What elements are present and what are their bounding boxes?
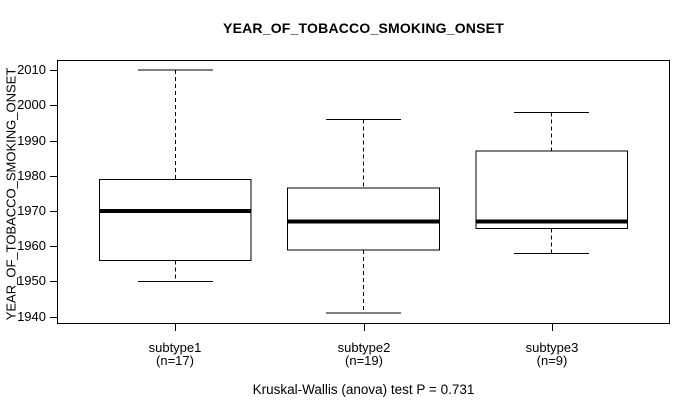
x-count-label: (n=17): [156, 353, 194, 368]
x-category-label: subtype2: [337, 340, 391, 355]
y-tick-mark: [50, 70, 57, 71]
y-tick-mark: [50, 105, 57, 106]
plot-area: [57, 60, 670, 324]
y-tick-label: 1980: [17, 168, 46, 183]
x-axis-label: subtype2 (n=19): [289, 341, 439, 367]
y-tick-mark: [50, 281, 57, 282]
y-tick-label: 2010: [17, 62, 46, 77]
x-count-label: (n=9): [536, 353, 568, 368]
y-tick-label: 1950: [17, 273, 46, 288]
x-tick-mark: [552, 324, 553, 331]
box-subtype1: [99, 69, 252, 282]
chart-title: YEAR_OF_TOBACCO_SMOKING_ONSET: [223, 20, 504, 36]
y-tick-mark: [50, 246, 57, 247]
y-tick-mark: [50, 141, 57, 142]
x-tick-mark: [175, 324, 176, 331]
x-category-label: subtype3: [525, 340, 579, 355]
boxplot-canvas: [99, 69, 628, 314]
y-tick-label: 1990: [17, 133, 46, 148]
y-tick-mark: [50, 176, 57, 177]
y-tick-mark: [50, 317, 57, 318]
box-subtype3: [475, 111, 628, 254]
x-count-label: (n=19): [345, 353, 383, 368]
box-subtype2: [287, 118, 440, 314]
y-tick-mark: [50, 211, 57, 212]
y-tick-label: 1940: [17, 309, 46, 324]
y-tick-label: 1970: [17, 203, 46, 218]
y-tick-label: 1960: [17, 238, 46, 253]
y-tick-label: 2000: [17, 97, 46, 112]
stat-test-caption: Kruskal-Wallis (anova) test P = 0.731: [252, 382, 475, 397]
x-tick-mark: [364, 324, 365, 331]
x-axis-label: subtype3 (n=9): [477, 341, 627, 367]
x-category-label: subtype1: [148, 340, 202, 355]
x-axis-label: subtype1 (n=17): [100, 341, 250, 367]
